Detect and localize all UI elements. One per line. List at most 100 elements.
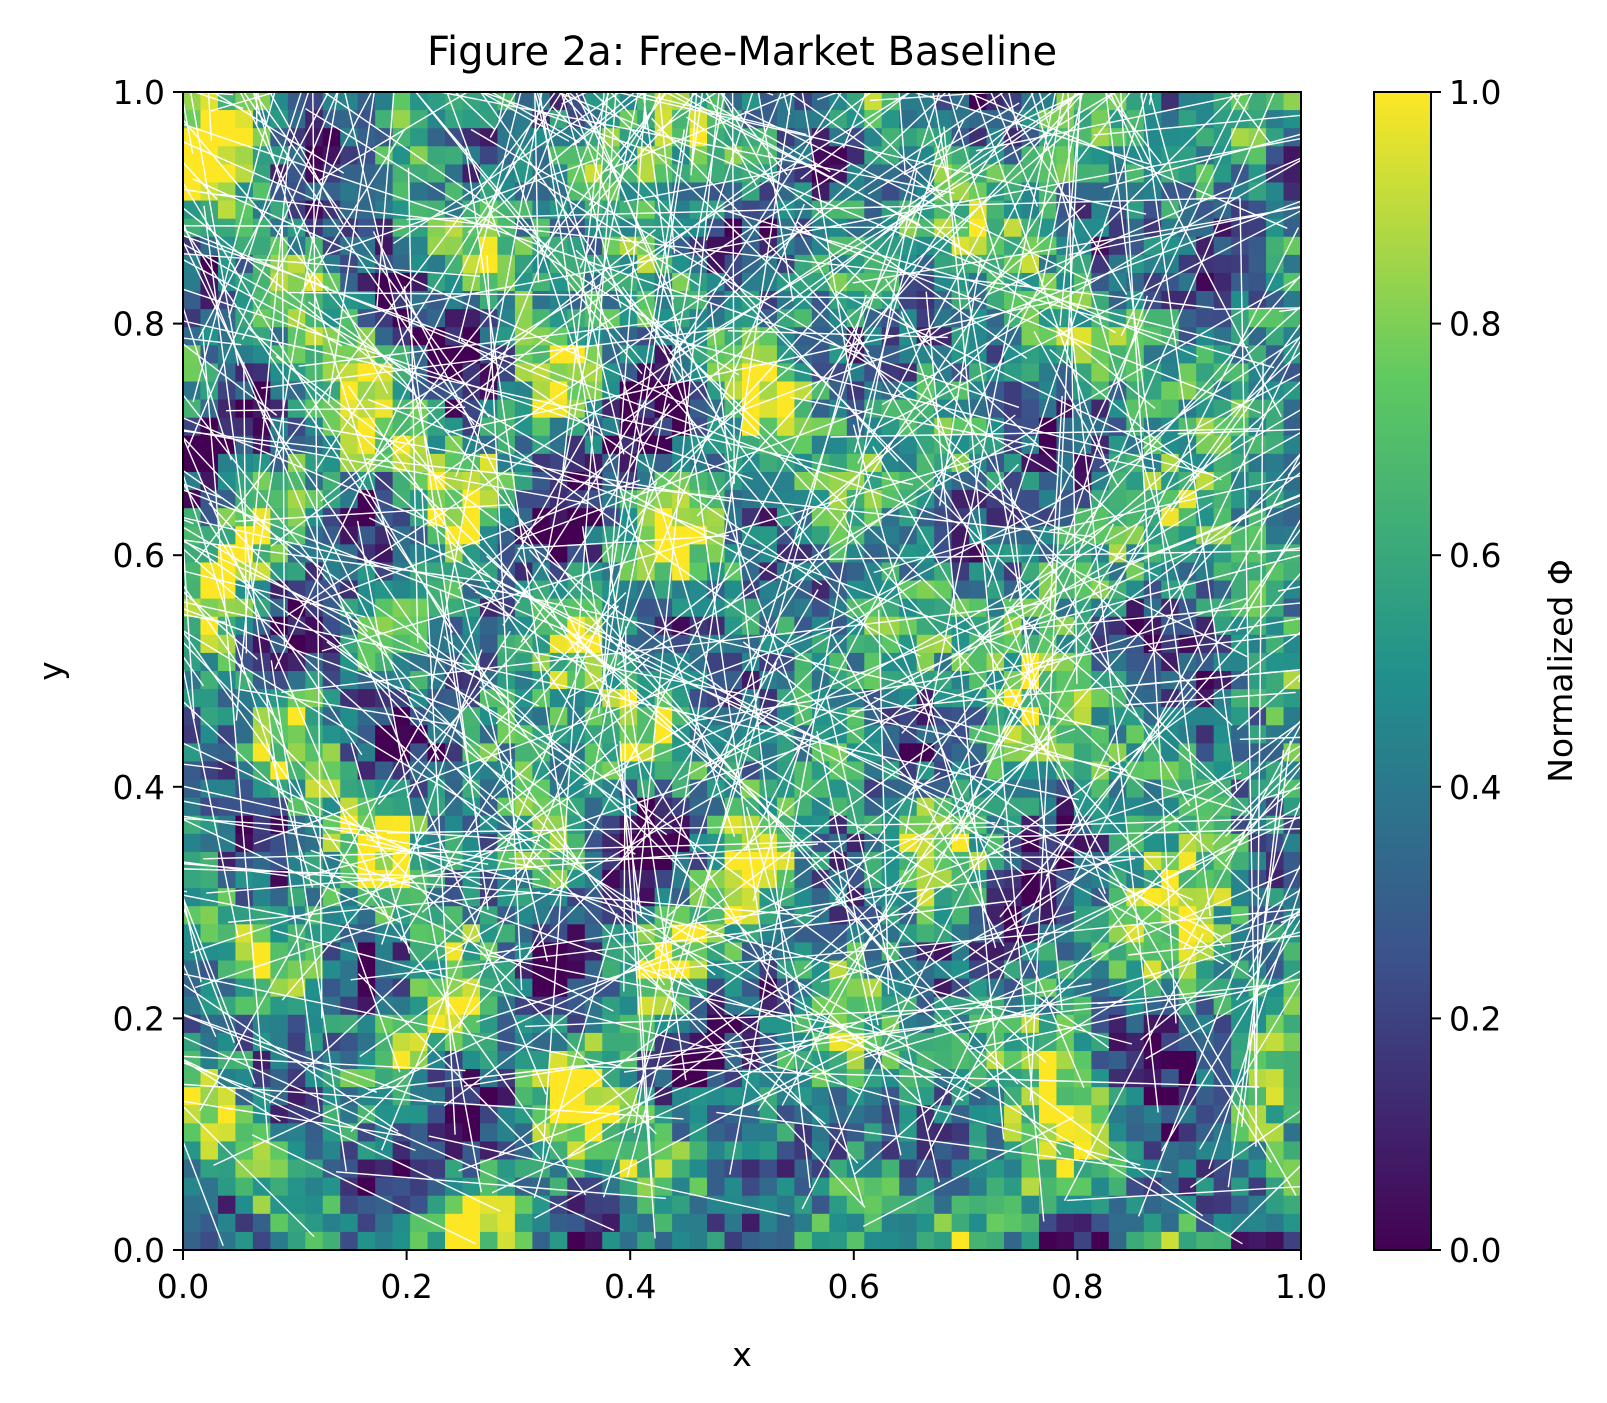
heatmap-cell: [252, 218, 271, 238]
heatmap-cell: [217, 164, 237, 184]
overlay-line: [705, 92, 758, 187]
heatmap-cell: [881, 110, 900, 129]
heatmap-cell: [252, 1213, 271, 1233]
overlay-line: [832, 848, 902, 1156]
overlay-line: [966, 92, 1077, 297]
heatmap-cell: [969, 870, 988, 889]
heatmap-cell: [322, 381, 341, 401]
overlay-line: [183, 1014, 377, 1093]
heatmap-cell: [759, 689, 778, 708]
heatmap-cell: [1056, 1213, 1075, 1233]
heatmap-cell: [183, 797, 202, 817]
overlay-line: [651, 117, 870, 353]
overlay-line: [545, 92, 639, 561]
heatmap-cell: [1143, 1032, 1162, 1052]
heatmap-cell: [532, 1231, 551, 1250]
heatmap-cell: [479, 1195, 499, 1215]
heatmap-cell: [1108, 526, 1127, 545]
heatmap-cell: [829, 92, 848, 111]
heatmap-cell: [986, 797, 1005, 817]
heatmap-cell: [1091, 779, 1110, 799]
heatmap-cell: [707, 1105, 726, 1124]
heatmap-cell: [776, 110, 796, 129]
heatmap-cell: [445, 580, 464, 600]
heatmap-cell: [479, 1032, 499, 1052]
heatmap-cell: [1248, 725, 1267, 744]
heatmap-cell: [846, 1087, 865, 1106]
heatmap-cell: [864, 272, 883, 292]
overlay-line: [1029, 92, 1082, 1102]
heatmap-cell: [951, 942, 970, 962]
heatmap-cell: [183, 689, 202, 708]
overlay-line: [621, 182, 1060, 860]
heatmap-cell: [497, 616, 516, 636]
heatmap-cell: [1161, 272, 1180, 292]
overlay-line: [479, 92, 684, 380]
heatmap-cell: [1248, 689, 1267, 708]
heatmap-cell: [881, 508, 900, 527]
heatmap-cell: [217, 1123, 237, 1143]
heatmap-cell: [322, 1014, 341, 1034]
heatmap-cell: [707, 508, 726, 527]
overlay-line: [183, 417, 448, 530]
heatmap-cell: [514, 1105, 533, 1124]
heatmap-cell: [584, 544, 603, 564]
heatmap-cell: [1108, 942, 1127, 962]
heatmap-cell: [1056, 906, 1075, 925]
heatmap-cell: [287, 200, 306, 220]
heatmap-cell: [392, 1159, 411, 1179]
heatmap-cell: [1266, 146, 1285, 165]
heatmap-cell: [1283, 1141, 1301, 1161]
overlay-line: [467, 92, 637, 234]
heatmap-cell: [183, 996, 202, 1016]
heatmap-cell: [689, 652, 708, 672]
heatmap-cell: [1213, 562, 1232, 582]
heatmap-cell: [217, 634, 237, 654]
heatmap-cell: [322, 92, 341, 111]
heatmap-cell: [1213, 399, 1232, 419]
heatmap-cell: [1056, 471, 1075, 491]
heatmap-cell: [270, 1159, 289, 1179]
heatmap-cell: [427, 1159, 446, 1179]
heatmap-cell: [899, 291, 918, 310]
heatmap-cell: [375, 598, 394, 618]
heatmap-cell: [479, 1177, 499, 1197]
heatmap-cell: [1266, 1087, 1285, 1106]
overlay-line: [310, 849, 942, 1076]
heatmap-cell: [235, 146, 254, 165]
heatmap-cell: [1178, 652, 1197, 672]
overlay-line: [1255, 362, 1264, 1147]
heatmap-cell: [951, 689, 970, 708]
heatmap-cell: [532, 381, 551, 401]
overlay-line: [498, 741, 1051, 1156]
overlay-line: [1068, 205, 1301, 256]
heatmap-cell: [1004, 381, 1023, 401]
heatmap-cell: [1108, 978, 1127, 998]
heatmap-cell: [1231, 363, 1250, 383]
heatmap-cell: [497, 725, 516, 744]
heatmap-cell: [357, 1105, 376, 1124]
overlay-line: [870, 523, 1115, 996]
heatmap-cell: [1073, 200, 1092, 220]
heatmap-cell: [1231, 725, 1250, 744]
heatmap-cell: [951, 1195, 970, 1215]
heatmap-cell: [305, 833, 324, 853]
heatmap-cell: [689, 508, 708, 527]
heatmap-cell: [1021, 363, 1040, 383]
heatmap-cell: [689, 471, 708, 491]
heatmap-cell: [357, 1141, 376, 1161]
heatmap-cell: [916, 1087, 935, 1106]
overlay-line: [312, 92, 323, 1019]
heatmap-cell: [567, 1032, 586, 1052]
heatmap-cell: [532, 526, 551, 545]
heatmap-cell: [1248, 1213, 1267, 1233]
heatmap-cell: [1231, 888, 1250, 907]
heatmap-cell: [776, 1087, 796, 1106]
heatmap-cell: [707, 1087, 726, 1106]
heatmap-cell: [1038, 1195, 1058, 1215]
heatmap-cell: [1004, 1105, 1023, 1124]
heatmap-cell: [1091, 164, 1110, 184]
overlay-line: [183, 207, 417, 396]
heatmap-cell: [811, 888, 830, 907]
heatmap-cell: [899, 906, 918, 925]
